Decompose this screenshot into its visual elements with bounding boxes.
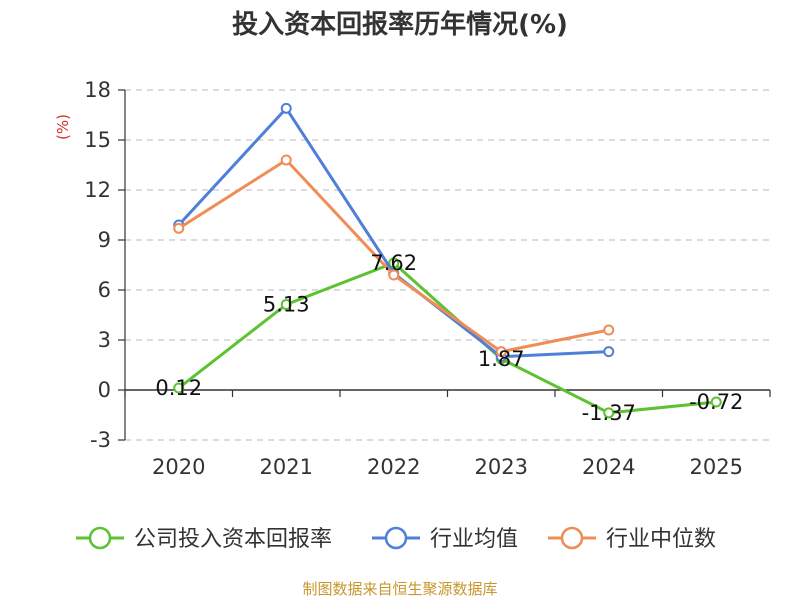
data-point [603,407,615,419]
series-line [177,261,718,415]
y-axis-unit-label: (%) [54,114,72,140]
y-tick-label: 18 [84,78,111,102]
y-tick-label: 6 [98,278,111,302]
legend-label: 行业中位数 [606,527,716,552]
data-label: 5.13 [263,293,310,317]
y-tick-label: 3 [98,328,111,352]
x-tick-label: 2022 [367,455,420,479]
data-label: -0.72 [689,390,743,414]
legend-label: 行业均值 [430,527,518,552]
legend-item-0: 公司投入资本回报率 [76,526,332,552]
data-label: 0.12 [155,376,202,400]
data-point [710,396,722,408]
y-tick-label: 9 [98,228,111,252]
y-tick-label: 12 [84,178,111,202]
y-tick-label: -3 [90,428,111,452]
legend-label: 公司投入资本回报率 [134,527,332,552]
legend-item-1: 行业均值 [372,526,518,552]
legend-item-2: 行业中位数 [548,526,716,552]
x-tick-label: 2024 [582,455,635,479]
data-point [173,382,185,394]
x-tick-label: 2025 [690,455,743,479]
grid-lines [125,89,770,441]
data-label: 7.62 [370,251,417,275]
series-line [177,106,611,359]
data-point [388,269,400,281]
x-tick-label: 2020 [152,455,205,479]
legend-marker [88,526,112,550]
series-2 [173,154,615,358]
data-point [280,154,292,166]
data-point [603,324,615,336]
data-point [603,346,615,358]
data-point [173,222,185,234]
data-label: -1.37 [582,401,636,425]
x-tick-label: 2023 [475,455,528,479]
axes: -3 0 3 6 9 12 15 18 2020 2021 2022 2023 2024 2025 [84,78,771,479]
data-point [495,346,507,358]
data-labels: 0.12 5.13 7.62 1.87 -1.37 -0.72 [155,251,743,425]
legend-marker [384,526,408,550]
legend-marker [560,526,584,550]
series-layer [173,102,722,419]
data-point [280,102,292,114]
source-note: 制图数据来自恒生聚源数据库 [302,580,497,598]
data-point [280,299,292,310]
data-label: 1.87 [478,347,525,371]
y-tick-label: 15 [84,128,111,152]
y-tick-label: 0 [98,378,111,402]
chart-title: 投入资本回报率历年情况(%) [232,9,568,40]
legend: 公司投入资本回报率 行业均值 行业中位数 [76,526,716,552]
series-1 [173,102,615,363]
data-point [388,257,400,269]
x-tick-label: 2021 [260,455,313,479]
